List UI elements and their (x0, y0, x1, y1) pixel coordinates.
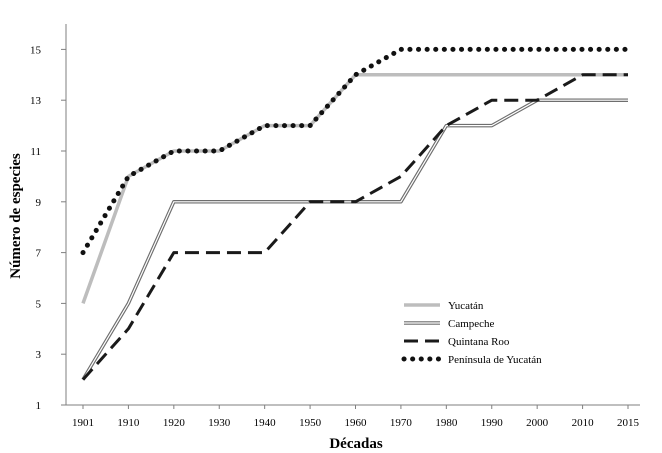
x-tick-label: 2000 (526, 417, 549, 429)
y-tick-label: 5 (36, 298, 42, 310)
x-tick-label: 1980 (435, 417, 458, 429)
legend-peninsula-de-yucatan-label: Península de Yucatán (448, 354, 542, 366)
legend-quintana-roo-label: Quintana Roo (448, 336, 510, 348)
x-tick-label: 1910 (117, 417, 140, 429)
x-tick-label: 1940 (254, 417, 277, 429)
series-layer (80, 46, 631, 381)
x-tick-label: 2010 (572, 417, 595, 429)
x-tick-label: 1960 (345, 417, 368, 429)
x-tick-label: 1930 (208, 417, 231, 429)
legend-peninsula-de-yucatan: Península de Yucatán (401, 354, 542, 366)
y-axis-title: Número de especies (8, 153, 24, 279)
y-tick-label: 1 (36, 400, 42, 412)
legend-yucatan: Yucatán (404, 300, 484, 312)
x-axis-ticks: 1901 1910 1920 1930 1940 1950 1960 1970 1980 1990… (72, 405, 640, 429)
y-tick-label: 3 (36, 349, 42, 361)
legend-yucatan-label: Yucatán (448, 300, 484, 312)
x-tick-label: 1990 (481, 417, 504, 429)
y-tick-label: 11 (30, 146, 41, 158)
legend-quintana-roo: Quintana Roo (404, 336, 510, 348)
y-tick-label: 13 (30, 95, 42, 107)
x-tick-label: 1950 (299, 417, 322, 429)
series-quintana-roo-line (81, 73, 628, 381)
x-tick-label: 1970 (390, 417, 413, 429)
x-axis-title: Décadas (329, 436, 382, 452)
series-quintana-roo (81, 73, 628, 381)
y-tick-label: 9 (36, 197, 42, 209)
legend-campeche: Campeche (404, 318, 495, 330)
x-tick-label: 1920 (163, 417, 186, 429)
series-campeche-line-inner (82, 99, 628, 380)
series-peninsula-de-yucatan-line (80, 46, 631, 256)
y-tick-label: 15 (30, 44, 42, 56)
series-campeche (81, 98, 628, 381)
legend: Yucatán Campeche Quintana Roo Península de … (401, 300, 542, 366)
series-peninsula-de-yucatan (80, 46, 631, 256)
x-tick-label: 2015 (617, 417, 640, 429)
y-tick-label: 7 (36, 248, 42, 260)
x-tick-label: 1901 (72, 417, 94, 429)
legend-campeche-label: Campeche (448, 318, 495, 330)
series-campeche-line (81, 98, 628, 381)
